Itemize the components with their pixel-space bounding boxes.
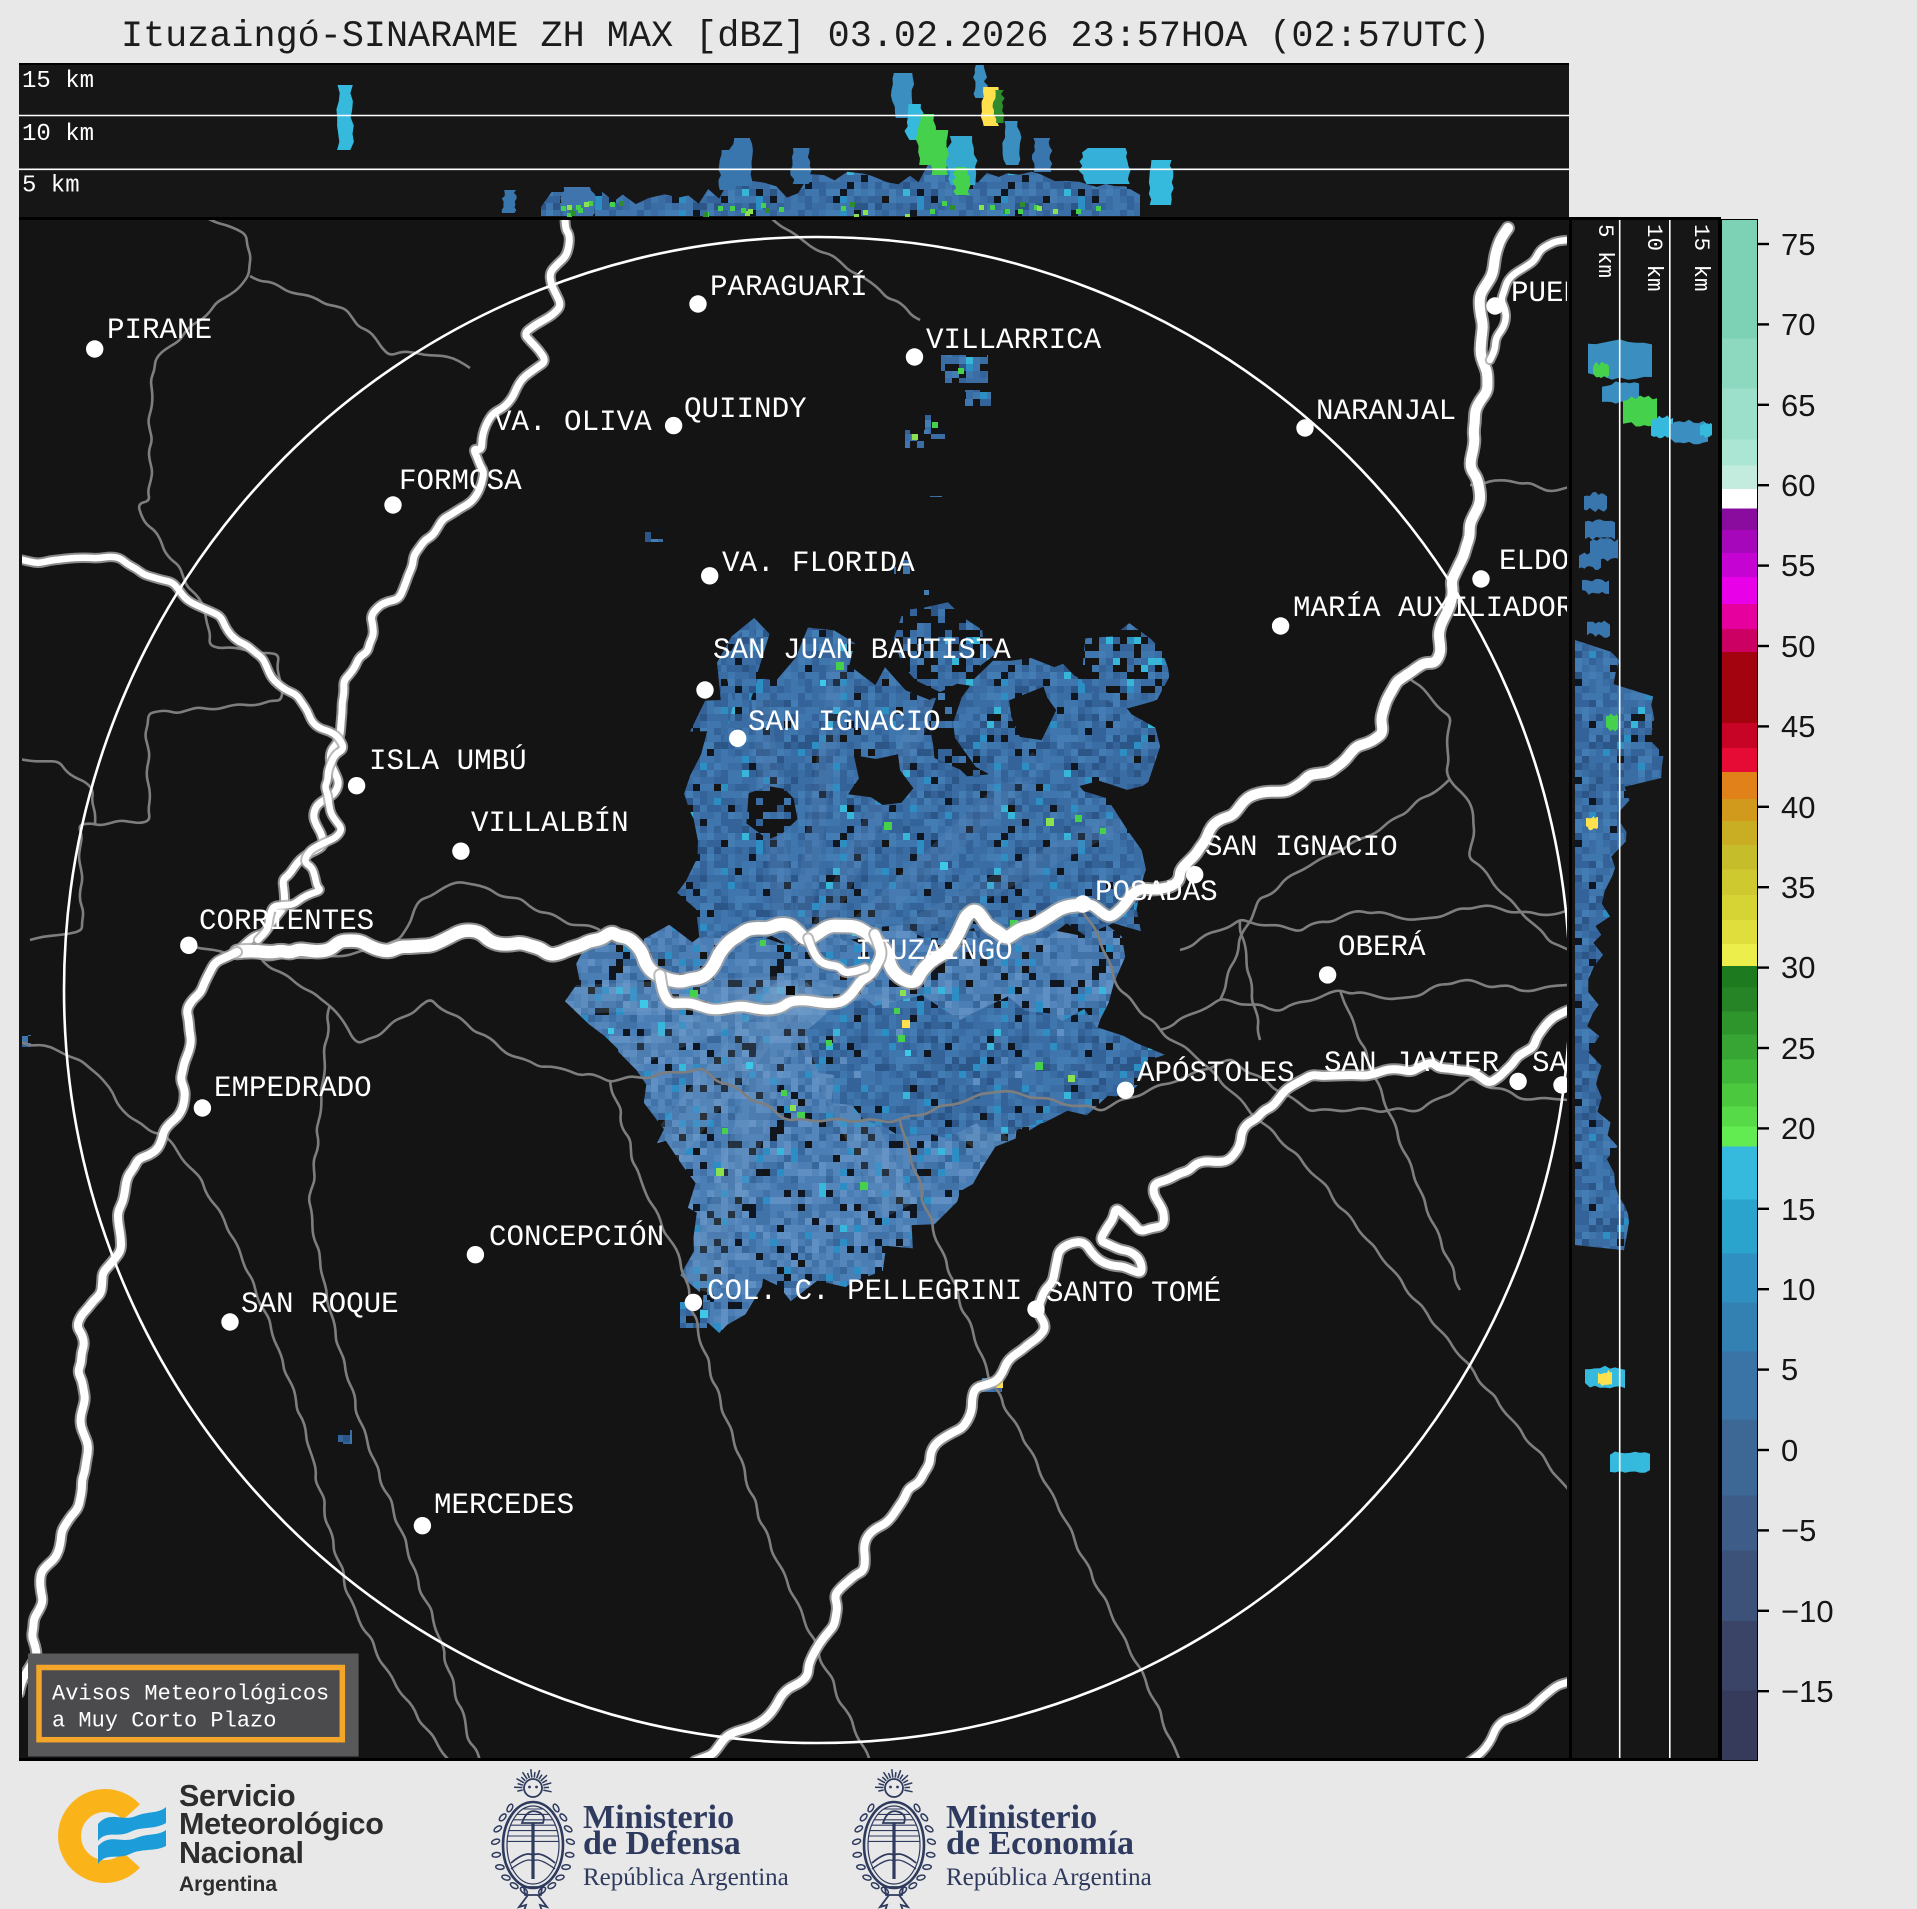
svg-text:VA. OLIVA: VA. OLIVA <box>494 406 652 439</box>
svg-text:ISLA UMBÚ: ISLA UMBÚ <box>369 744 527 778</box>
svg-text:PUERTO RICO: PUERTO RICO <box>1511 277 1704 310</box>
svg-text:QUIINDY: QUIINDY <box>684 393 807 426</box>
svg-text:SANTO TOMÉ: SANTO TOMÉ <box>1046 1276 1221 1310</box>
svg-text:PIRANE: PIRANE <box>107 314 212 347</box>
svg-text:VILLALBÍN: VILLALBÍN <box>471 806 629 840</box>
svg-text:SAN IGNACIO: SAN IGNACIO <box>1205 831 1398 864</box>
svg-text:5 km: 5 km <box>22 173 80 200</box>
svg-text:SAN JAVIER: SAN JAVIER <box>1324 1047 1499 1080</box>
svg-text:POSADAS: POSADAS <box>1095 876 1218 909</box>
svg-text:VA. FLORIDA: VA. FLORIDA <box>722 547 915 580</box>
svg-text:EMPEDRADO: EMPEDRADO <box>214 1072 372 1105</box>
svg-text:APÓSTOLES: APÓSTOLES <box>1137 1056 1295 1090</box>
svg-text:VILLARRICA: VILLARRICA <box>926 324 1102 357</box>
svg-text:Avisos Meteorológicos: Avisos Meteorológicos <box>52 1682 329 1707</box>
svg-text:ELDORADO: ELDORADO <box>1499 545 1639 578</box>
svg-text:10 km: 10 km <box>22 121 94 148</box>
svg-text:COL. C. PELLEGRINI: COL. C. PELLEGRINI <box>707 1275 1022 1308</box>
svg-text:MARÍA AUXILIADORA: MARÍA AUXILIADORA <box>1293 591 1591 625</box>
svg-text:15 km: 15 km <box>1688 224 1714 292</box>
svg-text:a Muy Corto Plazo: a Muy Corto Plazo <box>52 1709 276 1734</box>
svg-text:NARANJAL: NARANJAL <box>1316 395 1456 428</box>
svg-text:SAN ROQUE: SAN ROQUE <box>241 1288 399 1321</box>
svg-text:OBERÁ: OBERÁ <box>1338 930 1426 964</box>
svg-text:MERCEDES: MERCEDES <box>434 1489 574 1522</box>
svg-text:SAN JUAN BAUTISTA: SAN JUAN BAUTISTA <box>713 634 1011 667</box>
svg-text:CONCEPCIÓN: CONCEPCIÓN <box>489 1220 664 1254</box>
svg-text:SAN: SAN <box>1532 1047 1585 1080</box>
svg-text:ITUZAINGÓ: ITUZAINGÓ <box>855 934 1013 968</box>
svg-text:5 km: 5 km <box>1592 224 1618 278</box>
svg-text:CORRIENTES: CORRIENTES <box>199 905 374 938</box>
svg-text:15 km: 15 km <box>22 68 94 95</box>
svg-text:FORMOSA: FORMOSA <box>399 465 522 498</box>
svg-text:10 km: 10 km <box>1641 224 1667 292</box>
svg-text:SAN IGNACIO: SAN IGNACIO <box>748 706 941 739</box>
svg-text:PARAGUARÍ: PARAGUARÍ <box>710 270 868 304</box>
